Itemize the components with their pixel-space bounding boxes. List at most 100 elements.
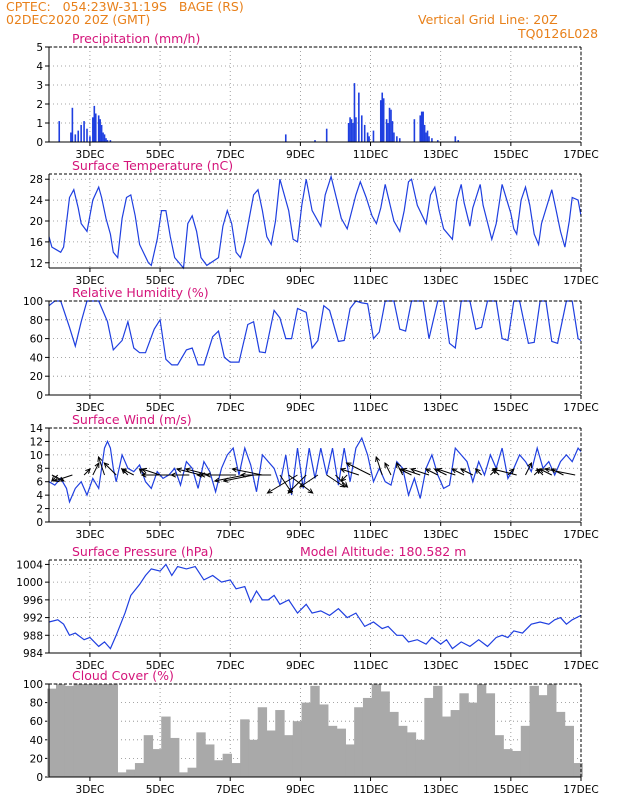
wind-arrow xyxy=(98,456,106,476)
wind-arrow-head xyxy=(240,472,246,478)
precipitation-xtick-label: 5DEC xyxy=(146,149,175,161)
wind-arrow-head xyxy=(436,467,443,473)
wind-arrow-head xyxy=(175,467,182,473)
precipitation-bar xyxy=(353,83,356,142)
wind-ytick-label: 10 xyxy=(30,450,43,462)
wind-ytick-label: 4 xyxy=(36,490,43,502)
precipitation-xtick-label: 15DEC xyxy=(493,149,528,161)
wind-arrow xyxy=(492,468,517,476)
pressure-xtick-label: 13DEC xyxy=(423,660,458,672)
precipitation-bar xyxy=(426,130,429,142)
cloud-cover-bar xyxy=(82,684,92,777)
cloud-cover-bar xyxy=(512,750,522,777)
wind-arrow-head xyxy=(544,467,551,473)
cloud-cover-bar xyxy=(231,763,241,777)
precipitation-ytick-label: 1 xyxy=(36,118,43,130)
wind-arrow-head xyxy=(375,455,381,463)
humidity-panel: Relative Humidity (%) 0 20 40 60 80 100 3DEC 5DE… xyxy=(23,285,599,414)
cloud-cover-ytick-label: 80 xyxy=(30,698,43,710)
cloud-cover-bar xyxy=(529,685,539,777)
precipitation-bar xyxy=(419,115,422,142)
humidity-xtick-label: 15DEC xyxy=(493,402,528,414)
wind-arrow-head xyxy=(459,468,466,474)
wind-arrow xyxy=(340,474,348,482)
wind-ytick-label: 14 xyxy=(30,423,44,435)
cloud-cover-bar xyxy=(380,691,390,777)
precipitation-bar xyxy=(284,134,287,142)
wind-arrow xyxy=(551,468,564,476)
wind-ytick-label: 6 xyxy=(36,477,43,489)
temperature-title: Surface Temperature (nC) xyxy=(72,158,233,173)
header-station-line: CPTEC: 054:23W-31:19S BAGE (RS) xyxy=(6,0,244,14)
wind-arrow xyxy=(92,462,100,476)
temperature-xtick-label: 17DEC xyxy=(563,275,598,287)
cloud-cover-bar xyxy=(555,711,566,777)
temperature-ytick-label: 12 xyxy=(30,258,43,270)
precipitation-bar xyxy=(423,124,426,142)
cloud-cover-xtick-label: 17DEC xyxy=(563,784,598,796)
wind-arrow-head xyxy=(424,468,431,474)
wind-arrow xyxy=(410,468,430,476)
wind-arrow xyxy=(279,474,293,494)
cloud-cover-bar xyxy=(56,684,66,777)
header-run-time: 02DEC2020 20Z (GMT) xyxy=(6,12,151,27)
wind-arrow xyxy=(451,468,465,476)
wind-arrow xyxy=(340,468,360,476)
cloud-cover-bar xyxy=(371,684,382,777)
wind-arrow xyxy=(375,456,383,476)
wind-series-line xyxy=(48,436,582,504)
precipitation-xtick-label: 13DEC xyxy=(423,149,458,161)
wind-xtick-label: 15DEC xyxy=(493,529,528,541)
wind-arrow-head xyxy=(213,477,220,483)
wind-arrow xyxy=(346,462,371,476)
precipitation-bar xyxy=(368,136,370,142)
cloud-cover-bar xyxy=(362,697,373,777)
cloud-cover-xtick-label: 9DEC xyxy=(286,784,315,796)
temperature-xtick-label: 13DEC xyxy=(423,275,458,287)
wind-arrow-head xyxy=(266,488,273,494)
humidity-xtick-label: 3DEC xyxy=(76,402,105,414)
wind-ytick-label: 0 xyxy=(36,517,43,529)
precipitation-bar xyxy=(106,140,109,142)
wind-arrow-head xyxy=(97,455,103,463)
pressure-ytick-label: 1004 xyxy=(16,559,43,571)
cloud-cover-bar xyxy=(398,725,408,777)
cloud-cover-xtick-label: 5DEC xyxy=(146,784,175,796)
temperature-ytick-label: 20 xyxy=(30,216,43,228)
cloud-cover-bar xyxy=(301,702,311,777)
precipitation-bar xyxy=(372,130,375,142)
precipitation-bar xyxy=(94,113,97,142)
cloud-cover-bar xyxy=(213,760,224,777)
wind-arrow-head xyxy=(527,461,532,469)
wind-ytick-label: 12 xyxy=(30,436,43,448)
precipitation-bar xyxy=(89,136,91,142)
wind-xtick-label: 3DEC xyxy=(76,529,105,541)
wind-arrow-head xyxy=(345,462,352,468)
temperature-xtick-label: 11DEC xyxy=(353,275,388,287)
wind-arrow-head xyxy=(307,488,314,494)
wind-arrow xyxy=(232,468,263,476)
temperature-xtick-label: 15DEC xyxy=(493,275,528,287)
wind-arrow xyxy=(267,474,298,494)
wind-arrow-head xyxy=(298,482,305,488)
precipitation-bar xyxy=(398,138,401,142)
humidity-series-line xyxy=(48,300,582,366)
wind-arrow-head xyxy=(340,476,347,482)
precipitation-ytick-label: 0 xyxy=(36,137,43,149)
temperature-ytick-label: 16 xyxy=(30,237,44,249)
cloud-cover-xtick-label: 13DEC xyxy=(423,784,458,796)
humidity-ytick-label: 0 xyxy=(36,390,43,402)
precipitation-bar xyxy=(391,121,394,142)
wind-arrow xyxy=(223,474,254,482)
cloud-cover-bar xyxy=(47,688,57,777)
cloud-cover-xtick-label: 3DEC xyxy=(76,784,105,796)
temperature-series-line xyxy=(48,174,582,270)
cloud-cover-ytick-label: 0 xyxy=(36,772,43,784)
wind-arrow xyxy=(103,462,117,476)
cloud-cover-bar xyxy=(126,769,136,777)
wind-arrow-head xyxy=(342,482,349,488)
wind-arrow xyxy=(214,474,245,482)
precipitation-bar xyxy=(100,124,103,142)
pressure-series-line xyxy=(48,563,582,650)
wind-arrow xyxy=(326,474,345,488)
